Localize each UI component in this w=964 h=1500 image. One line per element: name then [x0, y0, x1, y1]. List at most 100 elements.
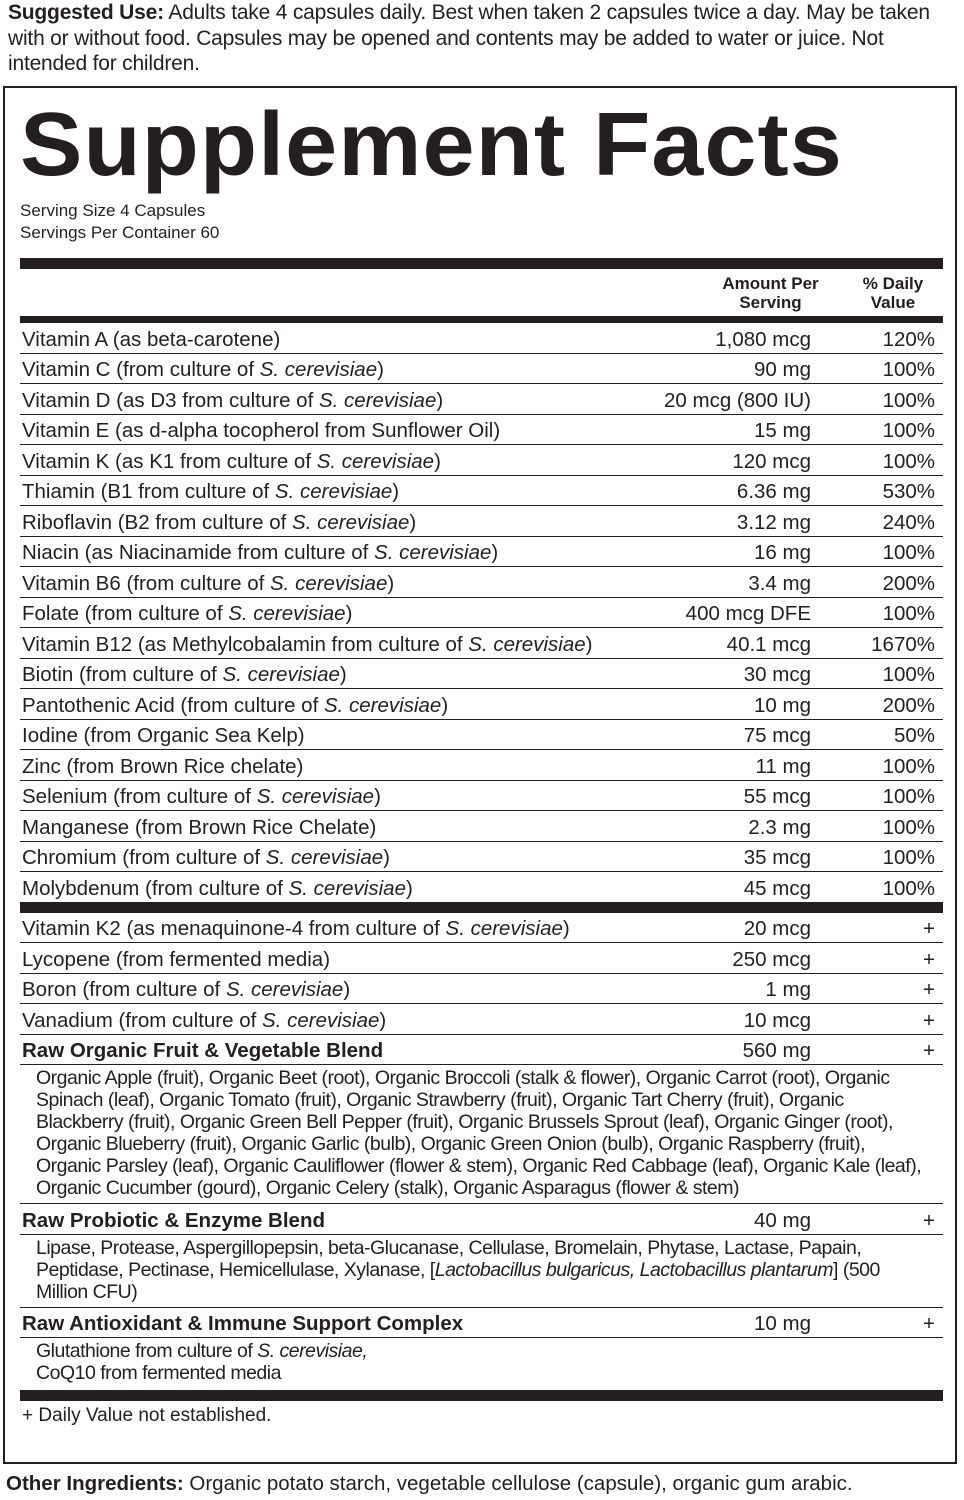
- nutrient-name: Chromium (from culture of S. cerevisiae): [22, 846, 390, 869]
- blend-ingredients: Glutathione from culture of S. cerevisia…: [36, 1340, 368, 1384]
- nutrient-daily-value: 100%: [882, 815, 935, 839]
- nutrient-amount: 40.1 mcg: [726, 632, 811, 656]
- nutrient-daily-value: 50%: [893, 724, 935, 747]
- nutrient-daily-value: 100%: [882, 754, 935, 778]
- nutrient-row: Vitamin K (as K1 from culture of S. cere…: [20, 445, 943, 476]
- nutrient-name: Vitamin B12 (as Methylcobalamin from cul…: [22, 632, 593, 656]
- nutrient-amount: 55 mcg: [743, 785, 811, 808]
- servings-per-container: Servings Per Container 60: [20, 223, 220, 242]
- nutrient-row: Vitamin D (as D3 from culture of S. cere…: [20, 384, 943, 415]
- nutrient-row: Lycopene (from fermented media) 250 mcg …: [20, 943, 943, 974]
- divider-thick: [20, 1390, 943, 1401]
- supplement-facts-panel: Supplement Facts Serving Size 4 Capsules…: [3, 86, 957, 1464]
- nutrient-daily-value: 100%: [882, 449, 935, 473]
- nutrient-row: Vanadium (from culture of S. cerevisiae)…: [20, 1004, 943, 1035]
- nutrient-amount: 3.4 mg: [748, 571, 811, 595]
- serving-size: Serving Size 4 Capsules: [20, 201, 206, 220]
- nutrient-name: Vitamin K (as K1 from culture of S. cere…: [22, 449, 441, 473]
- nutrient-daily-value: 100%: [882, 419, 935, 442]
- nutrient-name: Vitamin K2 (as menaquinone-4 from cultur…: [22, 917, 570, 940]
- nutrient-daily-value: 100%: [882, 541, 935, 564]
- nutrient-amount: 1 mg: [765, 978, 811, 1001]
- nutrient-daily-value: 120%: [882, 327, 935, 351]
- nutrient-daily-value: +: [923, 947, 935, 971]
- nutrient-amount: 35 mcg: [743, 846, 811, 869]
- nutrient-name: Selenium (from culture of S. cerevisiae): [22, 785, 381, 808]
- nutrient-daily-value: 100%: [882, 846, 935, 869]
- other-ingredients: Other Ingredients: Organic potato starch…: [6, 1472, 853, 1496]
- blend-name: Raw Antioxidant & Immune Support Complex: [22, 1312, 464, 1335]
- daily-value-header: % Daily Value: [862, 273, 924, 312]
- nutrient-name: Riboflavin (B2 from culture of S. cerevi…: [22, 510, 417, 534]
- nutrient-amount: 15 mg: [754, 419, 811, 442]
- divider-thick: [20, 258, 943, 269]
- nutrient-name: Molybdenum (from culture of S. cerevisia…: [22, 876, 413, 900]
- suggested-use-text: Adults take 4 capsules daily. Best when …: [8, 1, 930, 75]
- blend-name: Raw Organic Fruit & Vegetable Blend: [22, 1039, 384, 1062]
- nutrient-daily-value: 100%: [882, 602, 935, 625]
- blend-daily-value: +: [923, 1039, 935, 1062]
- nutrient-daily-value: 200%: [882, 571, 935, 595]
- nutrient-daily-value: 100%: [882, 876, 935, 900]
- nutrient-daily-value: +: [923, 917, 935, 940]
- blend-amount: 560 mg: [742, 1039, 811, 1062]
- serving-info: Serving Size 4 Capsules Servings Per Con…: [20, 200, 943, 244]
- nutrient-name: Folate (from culture of S. cerevisiae): [22, 602, 353, 625]
- nutrient-name: Lycopene (from fermented media): [22, 947, 331, 971]
- nutrient-daily-value: 530%: [882, 480, 935, 503]
- nutrient-amount: 400 mcg DFE: [685, 602, 811, 625]
- nutrient-name: Vanadium (from culture of S. cerevisiae): [22, 1008, 387, 1032]
- nutrient-amount: 75 mcg: [743, 724, 811, 747]
- nutrient-daily-value: +: [923, 1008, 935, 1032]
- nutrient-amount: 45 mcg: [743, 876, 811, 900]
- nutrient-name: Vitamin A (as beta-carotene): [22, 327, 281, 351]
- nutrient-daily-value: 1670%: [871, 632, 935, 656]
- blend-amount: 10 mg: [754, 1312, 811, 1335]
- nutrient-row: Pantothenic Acid (from culture of S. cer…: [20, 689, 943, 720]
- nutrient-amount: 120 mcg: [732, 449, 811, 473]
- nutrient-name: Biotin (from culture of S. cerevisiae): [22, 663, 347, 686]
- other-ingredients-label: Other Ingredients:: [6, 1472, 184, 1495]
- column-header: Amount Per Serving % Daily Value: [20, 269, 943, 323]
- blend-ingredients: Organic Apple (fruit), Organic Beet (roo…: [20, 1065, 943, 1204]
- nutrient-amount: 20 mcg: [743, 917, 811, 940]
- nutrient-daily-value: +: [923, 978, 935, 1001]
- nutrient-amount: 2.3 mg: [748, 815, 811, 839]
- nutrient-row: Vitamin K2 (as menaquinone-4 from cultur…: [20, 913, 943, 943]
- nutrient-row: Folate (from culture of S. cerevisiae) 4…: [20, 598, 943, 628]
- suggested-use-label: Suggested Use:: [8, 1, 164, 24]
- nutrient-row: Biotin (from culture of S. cerevisiae) 3…: [20, 659, 943, 689]
- nutrient-amount: 1,080 mcg: [715, 327, 811, 351]
- nutrient-amount: 250 mcg: [732, 947, 811, 971]
- nutrient-name: Manganese (from Brown Rice Chelate): [22, 815, 377, 839]
- nutrient-amount: 20 mcg (800 IU): [664, 388, 811, 412]
- nutrient-name: Vitamin B6 (from culture of S. cerevisia…: [22, 571, 395, 595]
- blend-daily-value: +: [923, 1208, 935, 1232]
- nutrient-amount: 10 mcg: [743, 1008, 811, 1032]
- nutrient-amount: 90 mg: [754, 358, 811, 381]
- nutrient-name: Zinc (from Brown Rice chelate): [22, 754, 304, 778]
- nutrient-row: Niacin (as Niacinamide from culture of S…: [20, 537, 943, 567]
- nutrient-row: Vitamin A (as beta-carotene) 1,080 mcg 1…: [20, 323, 943, 354]
- nutrient-row: Boron (from culture of S. cerevisiae) 1 …: [20, 974, 943, 1004]
- nutrient-row: Molybdenum (from culture of S. cerevisia…: [20, 872, 943, 902]
- nutrient-row: Vitamin B12 (as Methylcobalamin from cul…: [20, 628, 943, 659]
- nutrient-name: Vitamin C (from culture of S. cerevisiae…: [22, 358, 384, 381]
- blend-daily-value: +: [923, 1312, 935, 1335]
- blend-row: Raw Organic Fruit & Vegetable Blend 560 …: [20, 1035, 943, 1065]
- nutrient-daily-value: 100%: [882, 358, 935, 381]
- nutrient-row: Zinc (from Brown Rice chelate) 11 mg 100…: [20, 750, 943, 781]
- blend-amount: 40 mg: [754, 1208, 811, 1232]
- divider-thick: [20, 901, 943, 913]
- nutrient-row: Iodine (from Organic Sea Kelp) 75 mcg 50…: [20, 720, 943, 750]
- nutrient-daily-value: 200%: [882, 693, 935, 717]
- nutrient-name: Niacin (as Niacinamide from culture of S…: [22, 541, 499, 564]
- nutrient-amount: 6.36 mg: [736, 480, 811, 503]
- blend-row: Raw Probiotic & Enzyme Blend 40 mg +: [20, 1204, 943, 1235]
- blend-name: Raw Probiotic & Enzyme Blend: [22, 1208, 325, 1232]
- nutrient-row: Selenium (from culture of S. cerevisiae)…: [20, 781, 943, 811]
- footnote: + Daily Value not established.: [22, 1405, 272, 1426]
- nutrient-name: Iodine (from Organic Sea Kelp): [22, 724, 305, 747]
- nutrient-daily-value: 100%: [882, 388, 935, 412]
- nutrient-daily-value: 100%: [882, 663, 935, 686]
